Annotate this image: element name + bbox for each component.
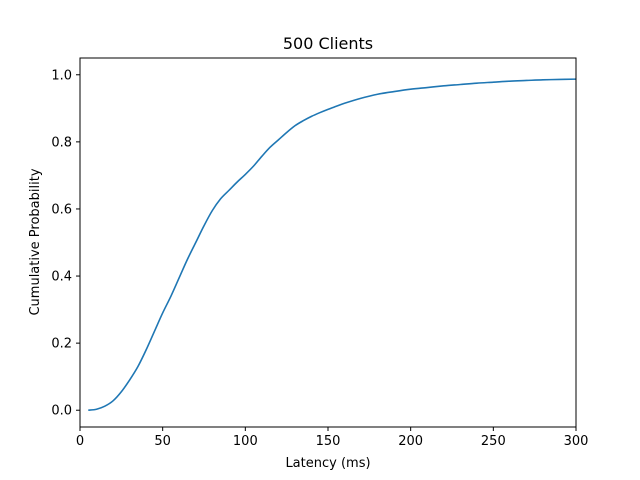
x-tick-label: 50: [154, 434, 171, 449]
chart-title: 500 Clients: [283, 34, 373, 53]
x-tick-label: 0: [76, 434, 84, 449]
x-tick-label: 150: [316, 434, 341, 449]
x-tick-label: 300: [564, 434, 589, 449]
x-axis: 0 50 100 150 200 250 300: [76, 427, 589, 449]
y-tick-label: 0.0: [51, 404, 72, 419]
y-tick-label: 0.6: [51, 202, 72, 217]
y-axis: 0.0 0.2 0.4 0.6 0.8 1.0: [51, 68, 80, 419]
x-tick-label: 200: [398, 434, 423, 449]
y-tick-label: 0.8: [51, 135, 72, 150]
axes-frame: [79, 57, 577, 428]
y-axis-label: Cumulative Probability: [28, 168, 43, 315]
series-line: [88, 78, 577, 412]
x-tick-label: 250: [481, 434, 506, 449]
x-tick-label: 100: [233, 434, 258, 449]
plot-area: [88, 78, 577, 412]
x-axis-label: Latency (ms): [285, 456, 370, 471]
y-tick-label: 0.4: [51, 270, 72, 285]
y-tick-label: 1.0: [51, 68, 72, 83]
y-tick-label: 0.2: [51, 337, 72, 352]
